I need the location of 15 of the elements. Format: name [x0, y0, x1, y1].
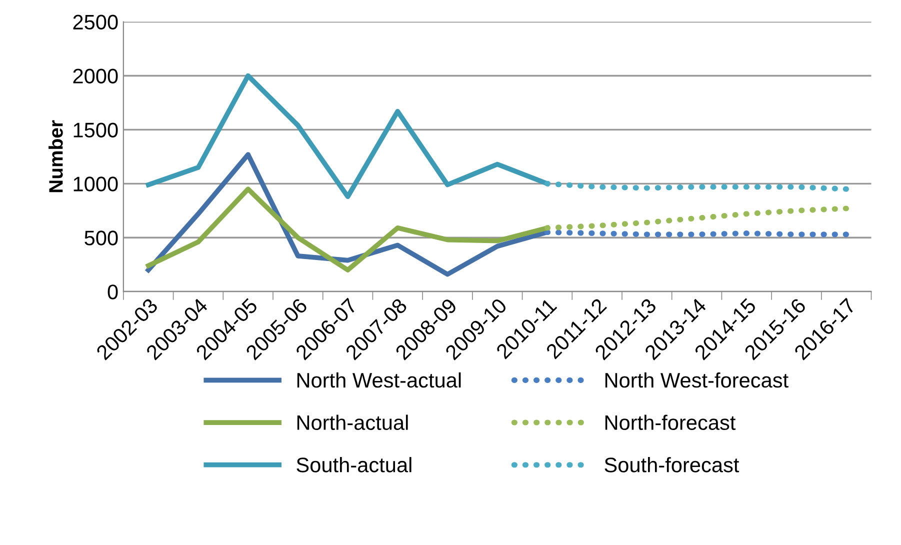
y-tick-label: 0	[108, 284, 118, 300]
legend-label: North-actual	[297, 414, 408, 430]
legend-label: North West-actual	[297, 372, 461, 388]
legend-label: South-forecast	[604, 457, 740, 472]
y-tick-label: 500	[84, 230, 118, 246]
legend-label: South-actual	[296, 457, 412, 472]
y-tick-label: 2500	[73, 14, 118, 30]
legend-label: North West-forecast	[605, 372, 788, 388]
line-series	[146, 186, 550, 272]
y-axis-title: Number	[48, 120, 63, 192]
line-series	[146, 73, 550, 200]
y-tick-label: 2000	[73, 68, 118, 84]
y-tick-label: 1500	[74, 122, 118, 138]
y-tick-label: 1000	[74, 176, 118, 192]
legend-label: North-forecast	[605, 414, 736, 430]
